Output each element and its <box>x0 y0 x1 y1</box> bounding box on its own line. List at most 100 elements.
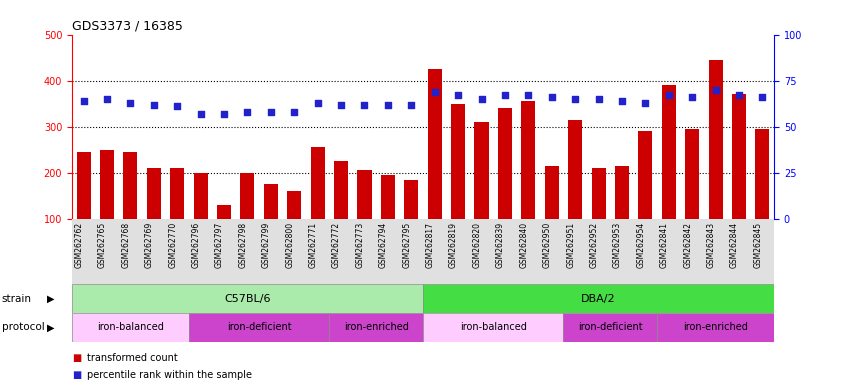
Bar <box>563 313 657 342</box>
Text: iron-balanced: iron-balanced <box>459 322 527 333</box>
Text: iron-enriched: iron-enriched <box>683 322 748 333</box>
Bar <box>639 131 652 219</box>
Point <box>615 98 629 104</box>
Bar <box>423 284 774 313</box>
Bar <box>264 184 277 219</box>
Point <box>124 100 137 106</box>
Point <box>685 94 699 100</box>
Bar <box>657 313 774 342</box>
Point <box>452 92 465 98</box>
Point <box>498 92 512 98</box>
Text: GSM262772: GSM262772 <box>332 222 341 268</box>
Bar <box>72 313 189 342</box>
Text: ▶: ▶ <box>47 322 54 333</box>
Point <box>591 96 605 102</box>
Text: GDS3373 / 16385: GDS3373 / 16385 <box>72 20 183 33</box>
Text: GSM262795: GSM262795 <box>403 222 411 268</box>
Bar <box>124 152 137 219</box>
Text: GSM262951: GSM262951 <box>566 222 575 268</box>
Point <box>662 92 675 98</box>
Text: iron-balanced: iron-balanced <box>97 322 164 333</box>
Point <box>381 101 394 108</box>
Point <box>428 89 442 95</box>
Point <box>569 96 582 102</box>
Text: GSM262844: GSM262844 <box>730 222 739 268</box>
Bar <box>288 191 301 219</box>
Text: GSM262771: GSM262771 <box>309 222 318 268</box>
Bar <box>404 180 418 219</box>
Bar <box>329 313 423 342</box>
Bar <box>615 166 629 219</box>
Text: GSM262845: GSM262845 <box>754 222 762 268</box>
Bar <box>451 104 465 219</box>
Point <box>404 101 418 108</box>
Bar <box>170 168 184 219</box>
Text: GSM262769: GSM262769 <box>145 222 154 268</box>
Point <box>77 98 91 104</box>
Point <box>311 100 325 106</box>
Point <box>755 94 769 100</box>
Bar <box>709 60 722 219</box>
Text: protocol: protocol <box>2 322 45 333</box>
Bar <box>194 173 207 219</box>
Bar <box>685 129 699 219</box>
Point <box>147 101 161 108</box>
Bar <box>381 175 395 219</box>
Text: GSM262819: GSM262819 <box>449 222 459 268</box>
Point <box>639 100 652 106</box>
Point <box>521 92 536 98</box>
Text: GSM262950: GSM262950 <box>543 222 552 268</box>
Text: GSM262800: GSM262800 <box>285 222 294 268</box>
Bar <box>189 313 329 342</box>
Text: GSM262952: GSM262952 <box>590 222 599 268</box>
Point <box>240 109 254 115</box>
Text: GSM262953: GSM262953 <box>613 222 622 268</box>
Text: ■: ■ <box>72 353 81 363</box>
Point <box>733 92 746 98</box>
Bar <box>732 94 746 219</box>
Point <box>288 109 301 115</box>
Bar <box>334 161 348 219</box>
Text: GSM262762: GSM262762 <box>74 222 84 268</box>
Text: iron-deficient: iron-deficient <box>578 322 643 333</box>
Bar <box>755 129 769 219</box>
Text: GSM262796: GSM262796 <box>192 222 201 268</box>
Point <box>334 101 348 108</box>
Text: GSM262839: GSM262839 <box>496 222 505 268</box>
Bar <box>423 313 563 342</box>
Point <box>100 96 113 102</box>
Text: GSM262799: GSM262799 <box>262 222 271 268</box>
Text: ■: ■ <box>72 370 81 380</box>
Bar <box>475 122 488 219</box>
Text: GSM262770: GSM262770 <box>168 222 178 268</box>
Text: iron-enriched: iron-enriched <box>343 322 409 333</box>
Text: strain: strain <box>2 293 31 304</box>
Text: GSM262798: GSM262798 <box>239 222 247 268</box>
Bar <box>77 152 91 219</box>
Bar <box>240 173 255 219</box>
Text: transformed count: transformed count <box>87 353 178 363</box>
Text: ▶: ▶ <box>47 293 54 304</box>
Text: GSM262765: GSM262765 <box>98 222 107 268</box>
Point <box>475 96 488 102</box>
Text: iron-deficient: iron-deficient <box>227 322 292 333</box>
Bar <box>72 284 423 313</box>
Bar <box>521 101 536 219</box>
Point <box>170 103 184 109</box>
Text: C57BL/6: C57BL/6 <box>224 293 271 304</box>
Text: GSM262794: GSM262794 <box>379 222 387 268</box>
Bar <box>428 69 442 219</box>
Point <box>217 111 231 117</box>
Bar <box>358 170 371 219</box>
Text: DBA/2: DBA/2 <box>581 293 616 304</box>
Bar <box>545 166 558 219</box>
Text: GSM262840: GSM262840 <box>519 222 528 268</box>
Bar <box>569 120 582 219</box>
Bar <box>662 85 676 219</box>
Text: GSM262773: GSM262773 <box>355 222 365 268</box>
Text: GSM262797: GSM262797 <box>215 222 224 268</box>
Point <box>545 94 558 100</box>
Text: GSM262954: GSM262954 <box>636 222 645 268</box>
Text: percentile rank within the sample: percentile rank within the sample <box>87 370 252 380</box>
Point <box>194 111 207 117</box>
